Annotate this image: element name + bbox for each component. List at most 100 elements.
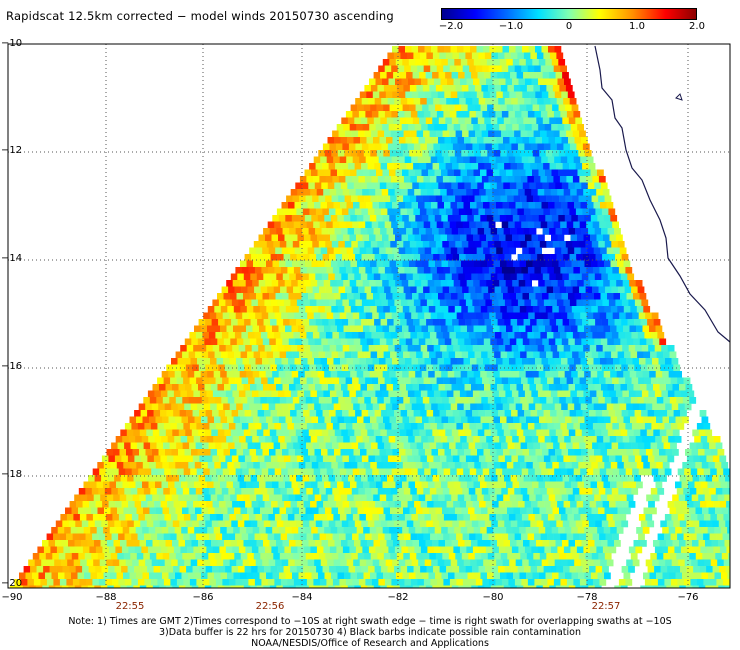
wind-cell	[629, 280, 636, 287]
wind-cell	[502, 312, 509, 320]
wind-cell	[442, 488, 450, 495]
wind-cell	[134, 410, 141, 417]
wind-cell	[527, 377, 535, 385]
wind-cell	[424, 358, 432, 365]
wind-cell	[435, 416, 442, 424]
wind-cell	[443, 156, 451, 164]
wind-cell	[497, 384, 504, 391]
wind-cell	[451, 117, 459, 125]
wind-cell	[266, 351, 274, 359]
wind-cell	[91, 507, 98, 515]
wind-cell	[408, 481, 416, 489]
wind-cell	[443, 65, 450, 73]
wind-cell	[485, 345, 493, 352]
wind-cell	[548, 91, 556, 99]
wind-cell	[573, 156, 581, 164]
wind-cell	[460, 371, 468, 378]
wind-cell	[510, 228, 517, 235]
wind-cell	[522, 46, 529, 53]
wind-cell	[485, 455, 493, 463]
wind-cell	[538, 215, 546, 222]
wind-cell	[272, 215, 280, 222]
wind-cell	[357, 241, 365, 248]
wind-cell	[471, 208, 479, 216]
wind-cell	[223, 494, 231, 502]
wind-cell	[411, 358, 419, 365]
wind-cell	[727, 527, 730, 534]
wind-cell	[373, 293, 380, 300]
wind-cell	[397, 442, 404, 450]
wind-cell	[643, 462, 651, 469]
wind-cell	[485, 189, 493, 196]
wind-cell	[582, 299, 590, 307]
wind-cell	[523, 228, 530, 235]
wind-cell	[343, 371, 351, 378]
wind-cell	[470, 449, 478, 456]
wind-cell	[367, 163, 375, 170]
wind-cell	[458, 520, 466, 528]
wind-cell	[399, 228, 407, 235]
wind-cell	[412, 384, 420, 391]
wind-cell	[487, 195, 495, 203]
wind-cell	[476, 46, 484, 53]
wind-cell	[215, 488, 223, 495]
wind-cell	[351, 442, 359, 450]
wind-cell	[589, 299, 597, 307]
wind-cell	[516, 429, 524, 437]
wind-cell	[678, 403, 685, 411]
wind-cell	[269, 293, 276, 300]
wind-cell	[329, 299, 337, 307]
wind-cell	[296, 410, 304, 417]
wind-cell	[390, 195, 397, 203]
wind-cell	[281, 468, 288, 476]
wind-cell	[573, 423, 581, 430]
wind-cell	[585, 442, 593, 450]
wind-cell	[576, 254, 583, 261]
wind-cell	[563, 299, 571, 307]
wind-cell	[286, 488, 294, 495]
wind-cell	[505, 78, 513, 86]
wind-cell	[406, 208, 414, 216]
wind-cell	[672, 429, 680, 437]
wind-cell	[485, 299, 493, 307]
wind-cell	[361, 410, 369, 417]
wind-cell	[487, 260, 494, 268]
wind-cell	[516, 182, 524, 190]
wind-cell	[390, 397, 398, 404]
wind-cell	[550, 143, 558, 151]
wind-cell	[443, 221, 450, 229]
wind-cell	[572, 351, 579, 359]
wind-cell	[279, 241, 287, 248]
wind-cell	[188, 507, 196, 515]
wind-cell	[427, 234, 435, 242]
wind-cell	[350, 481, 357, 489]
wind-cell	[562, 163, 570, 170]
wind-cell	[496, 403, 503, 411]
wind-cell	[721, 462, 729, 469]
wind-cell	[419, 208, 427, 216]
wind-cell	[187, 371, 195, 378]
wind-cell	[176, 533, 184, 541]
wind-cell	[106, 449, 114, 456]
wind-cell	[523, 208, 531, 216]
wind-cell	[152, 494, 159, 502]
wind-cell	[538, 527, 546, 534]
wind-cell	[277, 501, 285, 508]
wind-cell	[317, 215, 325, 222]
wind-cell	[237, 273, 245, 281]
wind-cell	[385, 468, 392, 476]
wind-cell	[371, 111, 379, 118]
wind-cell	[462, 442, 469, 450]
wind-cell	[407, 299, 415, 307]
wind-cell	[540, 111, 548, 118]
wind-cell	[262, 247, 269, 255]
wind-cell	[294, 312, 301, 320]
wind-cell	[374, 410, 382, 417]
wind-cell	[507, 351, 514, 359]
wind-cell	[434, 169, 442, 177]
wind-cell	[385, 514, 393, 521]
wind-cell	[308, 449, 315, 456]
wind-cell	[707, 481, 715, 489]
wind-cell	[308, 228, 316, 235]
wind-cell	[338, 507, 345, 515]
